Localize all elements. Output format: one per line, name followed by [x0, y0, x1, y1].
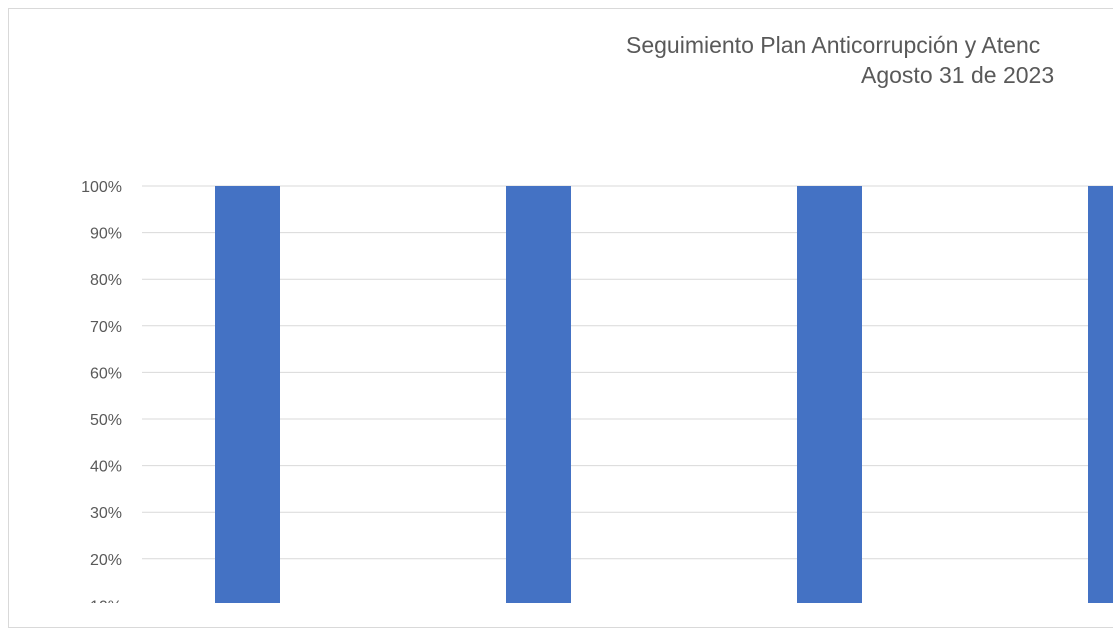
chart-title-block: Seguimiento Plan Anticorrupción y Atenc …: [626, 30, 1113, 90]
y-tick-label: 10%: [90, 598, 122, 603]
y-tick-label: 80%: [90, 272, 122, 289]
y-tick-label: 30%: [90, 505, 122, 522]
bar: [215, 186, 280, 603]
bar: [797, 186, 862, 603]
bars: [215, 186, 1113, 603]
gridlines: [142, 185, 1113, 560]
chart-title: Seguimiento Plan Anticorrupción y Atenc: [626, 32, 1041, 58]
y-tick-label: 90%: [90, 226, 122, 243]
y-tick-label: 100%: [81, 179, 122, 196]
y-axis-ticks: 10% 20% 30% 40% 50% 60% 70% 80% 90% 100%: [81, 179, 122, 603]
y-tick-label: 40%: [90, 459, 122, 476]
y-tick-label: 20%: [90, 552, 122, 569]
chart-subtitle: Agosto 31 de 2023: [861, 62, 1055, 88]
bar: [506, 186, 571, 603]
y-tick-label: 70%: [90, 319, 122, 336]
y-tick-label: 50%: [90, 412, 122, 429]
bar: [1088, 186, 1113, 603]
y-tick-label: 60%: [90, 365, 122, 382]
bar-chart: 10% 20% 30% 40% 50% 60% 70% 80% 90% 100%: [81, 179, 1113, 603]
